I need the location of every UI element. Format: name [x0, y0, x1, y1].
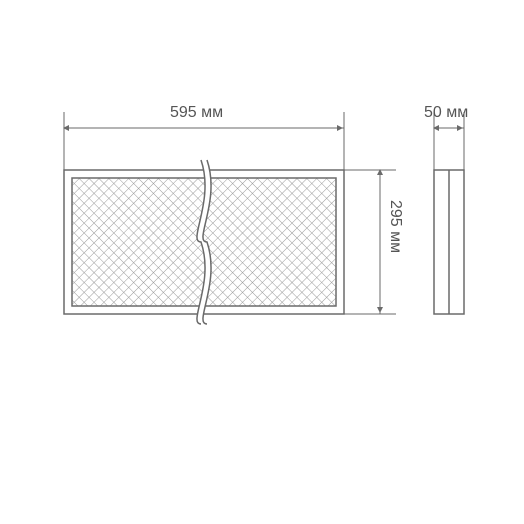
width-dimension-label: 595 мм — [170, 104, 223, 122]
drawing-svg — [0, 0, 524, 524]
height-dimension-label: 295 мм — [386, 200, 404, 253]
depth-dimension-label: 50 мм — [424, 104, 468, 122]
technical-drawing: 595 мм 295 мм 50 мм — [0, 0, 524, 524]
